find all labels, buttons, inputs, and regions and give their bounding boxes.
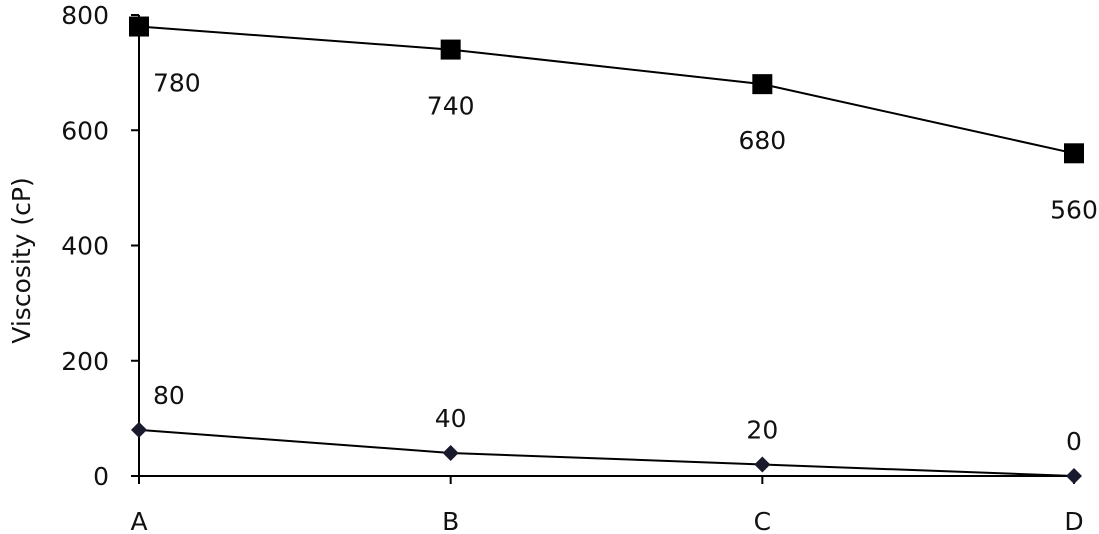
data-label: 680 [738, 126, 786, 155]
x-tick-label: B [442, 507, 459, 534]
data-point-square [440, 39, 461, 60]
series-line [138, 428, 1075, 477]
x-tick-label: A [130, 507, 147, 534]
data-label: 740 [427, 92, 475, 121]
y-ticks: 0 200 400 600 800 [61, 1, 139, 491]
x-tick-label: C [754, 507, 771, 534]
y-axis-label: Viscosity (cP) [7, 177, 36, 343]
y-tick-label: 0 [93, 462, 109, 491]
data-point-square [752, 74, 773, 95]
axes [138, 15, 1074, 477]
x-tick-label: D [1064, 507, 1083, 534]
data-label: 0 [1066, 427, 1082, 456]
data-point-square [1064, 143, 1084, 164]
data-label: 560 [1050, 195, 1098, 224]
y-tick-label: 600 [61, 116, 109, 145]
data-label: 780 [153, 69, 201, 98]
series-line [138, 25, 1075, 155]
data-point-diamond [442, 444, 459, 461]
data-point-square [129, 16, 149, 37]
data-point-diamond [1066, 468, 1082, 484]
series-1: 780 740 680 560 [129, 16, 1098, 224]
series-2: 80 40 20 0 [131, 381, 1082, 484]
series-layer: 780 740 680 560 80 40 20 0 [129, 16, 1098, 484]
y-tick-label: 400 [61, 232, 109, 261]
data-label: 80 [153, 381, 185, 410]
y-tick-label: 800 [61, 1, 109, 30]
data-point-diamond [131, 421, 147, 438]
x-ticks: A B C D [130, 476, 1084, 534]
data-label: 40 [435, 404, 467, 433]
data-label: 20 [746, 415, 778, 444]
data-point-diamond [754, 456, 771, 473]
y-tick-label: 200 [61, 347, 109, 376]
